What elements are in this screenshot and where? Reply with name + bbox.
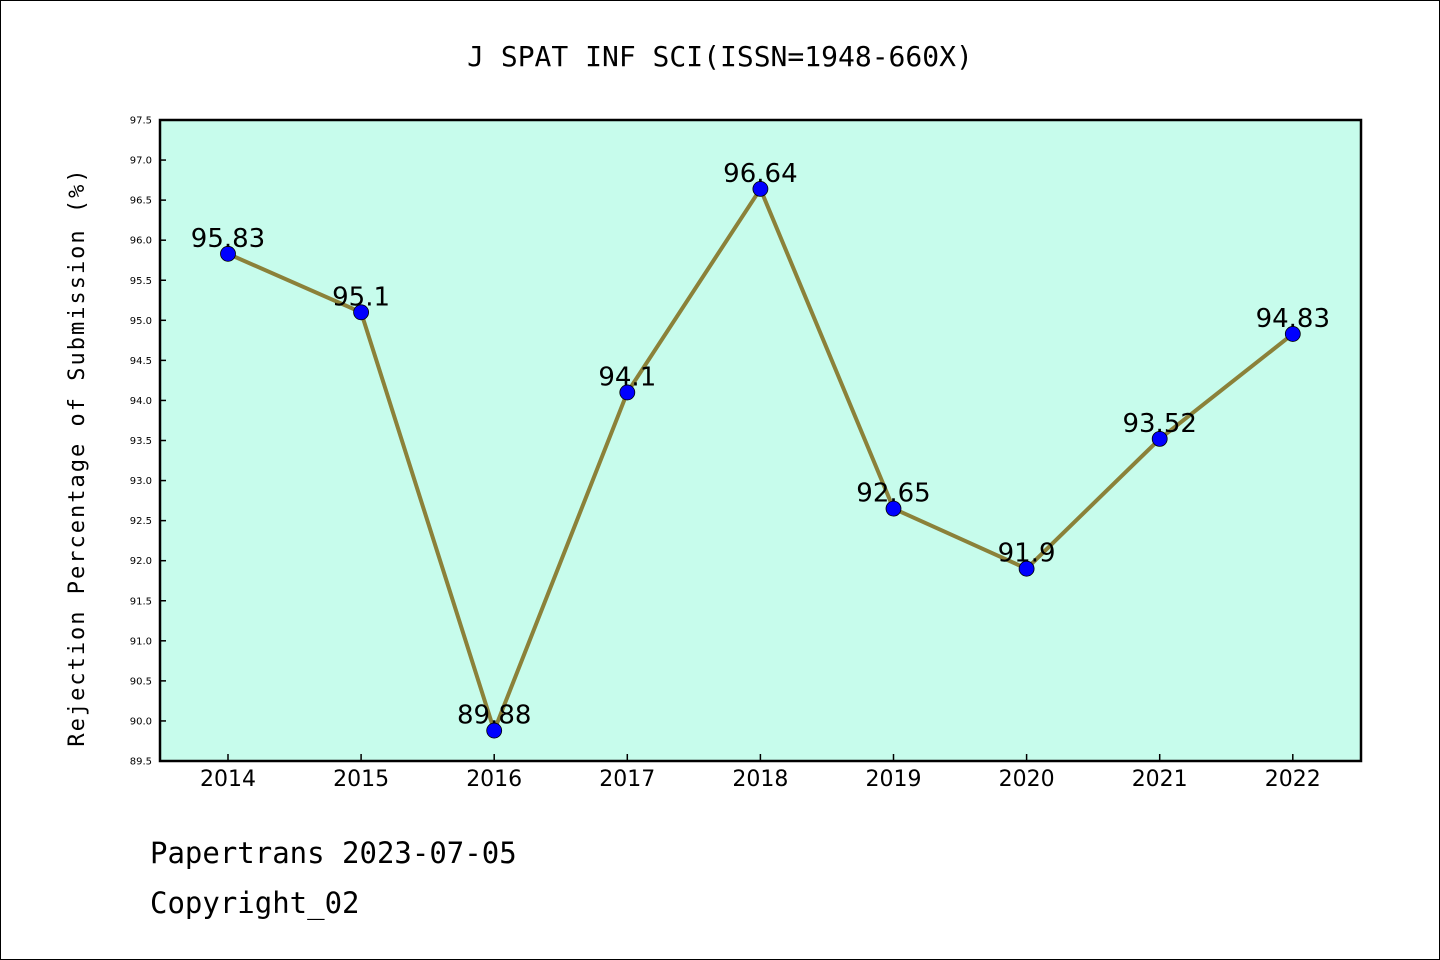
y-tick-label: 97.5 [130,116,152,127]
data-value-label: 95.83 [191,224,265,254]
y-tick-label: 96.0 [130,236,152,247]
x-tick-label: 2018 [732,767,788,792]
chart-title: J SPAT INF SCI(ISSN=1948-660X) [467,40,973,73]
y-tick-label: 95.5 [130,276,152,287]
data-point [353,304,370,321]
y-tick-label: 93.0 [130,476,152,487]
data-point [752,181,769,197]
data-point [1151,430,1168,447]
x-tick-label: 2019 [866,767,922,792]
y-tick-label: 91.5 [130,596,152,607]
data-point [486,722,503,739]
y-tick-label: 92.0 [130,556,152,567]
data-value-label: 94.83 [1256,304,1330,334]
data-value-label: 94.1 [598,362,656,392]
y-tick-label: 93.5 [130,436,152,447]
footer-source-date: Papertrans 2023-07-05 [150,836,517,870]
y-tick-label: 95.0 [130,316,152,327]
y-tick-label: 89.5 [130,757,152,768]
y-tick-label: 90.5 [130,676,152,687]
y-tick-label: 94.0 [130,396,152,407]
y-tick-label: 91.0 [130,636,152,647]
y-tick-label: 92.5 [130,516,152,527]
data-value-label: 93.52 [1122,409,1196,439]
footer-copyright: Copyright_02 [150,886,360,920]
data-labels: 95.83 95.1 89.88 94.1 96.64 92.65 91.9 93.52 94.… [191,159,1330,731]
y-axis-label: Rejection Percentage of Submission (%) [65,167,90,746]
x-tick-label: 2022 [1265,767,1321,792]
data-point [885,500,902,517]
data-point [1018,560,1035,577]
plot-border [158,118,1363,763]
data-point [220,245,236,262]
data-value-label: 91.9 [998,539,1056,569]
x-tick-label: 2021 [1132,767,1188,792]
x-tick-label: 2016 [466,767,522,792]
y-tick-label: 94.5 [130,356,152,367]
data-point [619,384,636,401]
data-value-label: 92.65 [856,479,930,509]
data-value-label: 95.1 [332,282,390,312]
x-tick-label: 2020 [999,767,1055,792]
series-markers [220,181,1301,739]
data-point [1284,326,1301,342]
x-axis: 2014 2015 2016 2017 2018 2019 2020 2021 2022 [200,754,1321,792]
data-value-label: 89.88 [457,701,531,731]
y-tick-label: 97.0 [130,156,152,167]
x-tick-label: 2017 [599,767,655,792]
x-tick-label: 2014 [200,767,256,792]
y-tick-label: 96.5 [130,196,152,207]
x-tick-label: 2015 [333,767,389,792]
data-value-label: 96.64 [723,159,797,189]
plot-area [160,120,1361,761]
y-tick-label: 90.0 [130,716,152,727]
